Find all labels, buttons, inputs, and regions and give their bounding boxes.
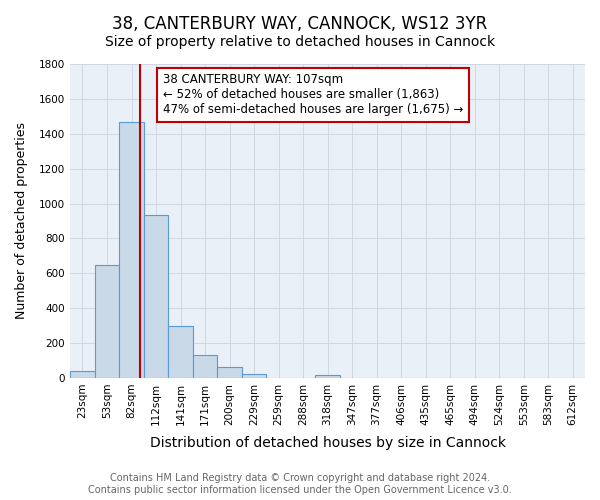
Text: 38, CANTERBURY WAY, CANNOCK, WS12 3YR: 38, CANTERBURY WAY, CANNOCK, WS12 3YR: [112, 15, 488, 33]
X-axis label: Distribution of detached houses by size in Cannock: Distribution of detached houses by size …: [149, 436, 506, 450]
Bar: [95, 264, 119, 378]
Bar: [119, 122, 144, 378]
Text: 38 CANTERBURY WAY: 107sqm
← 52% of detached houses are smaller (1,863)
47% of se: 38 CANTERBURY WAY: 107sqm ← 52% of detac…: [163, 74, 463, 116]
Bar: [242, 374, 266, 378]
Y-axis label: Number of detached properties: Number of detached properties: [15, 122, 28, 320]
Bar: [316, 376, 340, 378]
Bar: [193, 355, 217, 378]
Bar: [144, 215, 168, 378]
Text: Contains HM Land Registry data © Crown copyright and database right 2024.
Contai: Contains HM Land Registry data © Crown c…: [88, 474, 512, 495]
Bar: [70, 371, 95, 378]
Bar: [168, 326, 193, 378]
Text: Size of property relative to detached houses in Cannock: Size of property relative to detached ho…: [105, 35, 495, 49]
Bar: [217, 366, 242, 378]
